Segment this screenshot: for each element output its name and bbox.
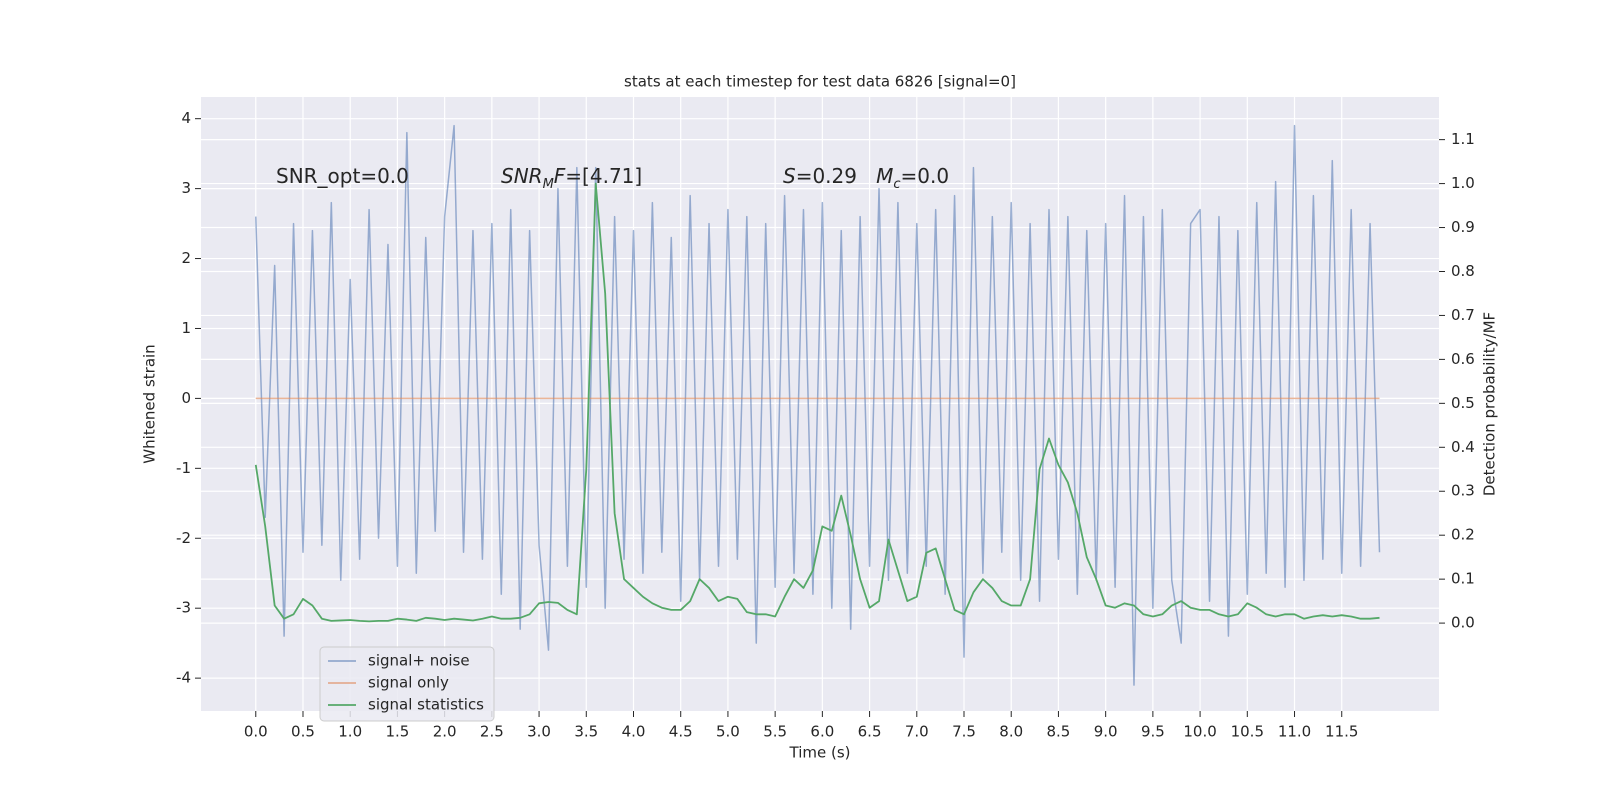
chart-title: stats at each timestep for test data 682… (624, 73, 1016, 91)
x-tick-label: 11.0 (1278, 723, 1311, 741)
annotation-part: SNR (501, 164, 543, 188)
y-tick-label: -3 (176, 599, 191, 617)
y-tick-label: 2 (181, 249, 191, 267)
x-tick-label: 0.5 (291, 723, 315, 741)
legend-label: signal statistics (368, 696, 484, 714)
x-tick-label: 7.0 (905, 723, 929, 741)
x-tick-label: 9.0 (1094, 723, 1118, 741)
y2-tick-label: 0.3 (1451, 482, 1475, 500)
x-tick-label: 0.0 (244, 723, 268, 741)
x-tick-label: 4.0 (622, 723, 646, 741)
annotation-part: M (543, 177, 554, 192)
annotation: S=0.29 Mc​=0.0 (783, 164, 949, 193)
annotation-part: =[4.71] (565, 164, 642, 188)
y-tick-label: 0 (181, 389, 191, 407)
x-tick-label: 1.5 (385, 723, 409, 741)
x-tick-label: 7.5 (952, 723, 976, 741)
y-tick-label: 1 (181, 319, 191, 337)
x-tick-label: 6.0 (810, 723, 834, 741)
x-tick-label: 2.0 (433, 723, 457, 741)
y2-tick-label: 1.1 (1451, 130, 1475, 148)
y-tick-label: -1 (176, 459, 191, 477)
series-line (254, 182, 1380, 623)
annotation-part: c (893, 177, 900, 192)
x-tick-label: 6.5 (858, 723, 882, 741)
y-tick-label: -2 (176, 529, 191, 547)
y2-tick-label: 0.1 (1451, 570, 1475, 588)
y2-tick-label: 0.5 (1451, 394, 1475, 412)
y-tick-label: -4 (176, 669, 191, 687)
x-tick-label: 11.5 (1325, 723, 1358, 741)
y2-axis-label: Detection probability/MF (1481, 312, 1499, 496)
y2-tick-label: 0.6 (1451, 350, 1475, 368)
legend-label: signal+ noise (368, 652, 470, 670)
y2-tick-label: 0.4 (1451, 438, 1475, 456)
y-tick-label: 3 (181, 179, 191, 197)
x-tick-label: 10.5 (1231, 723, 1264, 741)
annotation-part: SNR_opt=0.0 (276, 164, 409, 188)
annotation: SNR_opt=0.0 (276, 164, 409, 188)
x-tick-label: 8.0 (999, 723, 1023, 741)
annotation-part: S (783, 164, 796, 188)
y2-tick-label: 0.0 (1451, 614, 1475, 632)
legend-label: signal only (368, 674, 449, 692)
x-tick-label: 3.5 (574, 723, 598, 741)
y2-tick-label: 1.0 (1451, 174, 1475, 192)
annotation-part: M (876, 164, 893, 188)
y2-tick-label: 0.2 (1451, 526, 1475, 544)
annotation-part: =0.0 (901, 164, 950, 188)
y2-tick-label: 0.9 (1451, 218, 1475, 236)
legend-box (319, 646, 495, 722)
y-tick-label: 4 (181, 109, 191, 127)
x-tick-label: 1.0 (338, 723, 362, 741)
x-tick-label: 8.5 (1047, 723, 1071, 741)
annotation-part: F (554, 164, 566, 188)
y2-tick-label: 0.8 (1451, 262, 1475, 280)
x-tick-label: 9.5 (1141, 723, 1165, 741)
x-tick-label: 4.5 (669, 723, 693, 741)
x-tick-label: 10.0 (1183, 723, 1216, 741)
y-axis-label: Whitened strain (141, 344, 159, 463)
x-tick-label: 3.0 (527, 723, 551, 741)
marks (254, 124, 1381, 686)
x-axis-label: Time (s) (789, 744, 851, 762)
x-tick-label: 2.5 (480, 723, 504, 741)
x-tick-label: 5.5 (763, 723, 787, 741)
annotation: SNRM​F=[4.71] (501, 164, 642, 193)
y2-tick-label: 0.7 (1451, 306, 1475, 324)
annotation-part: =0.29 (796, 164, 876, 188)
x-tick-label: 5.0 (716, 723, 740, 741)
